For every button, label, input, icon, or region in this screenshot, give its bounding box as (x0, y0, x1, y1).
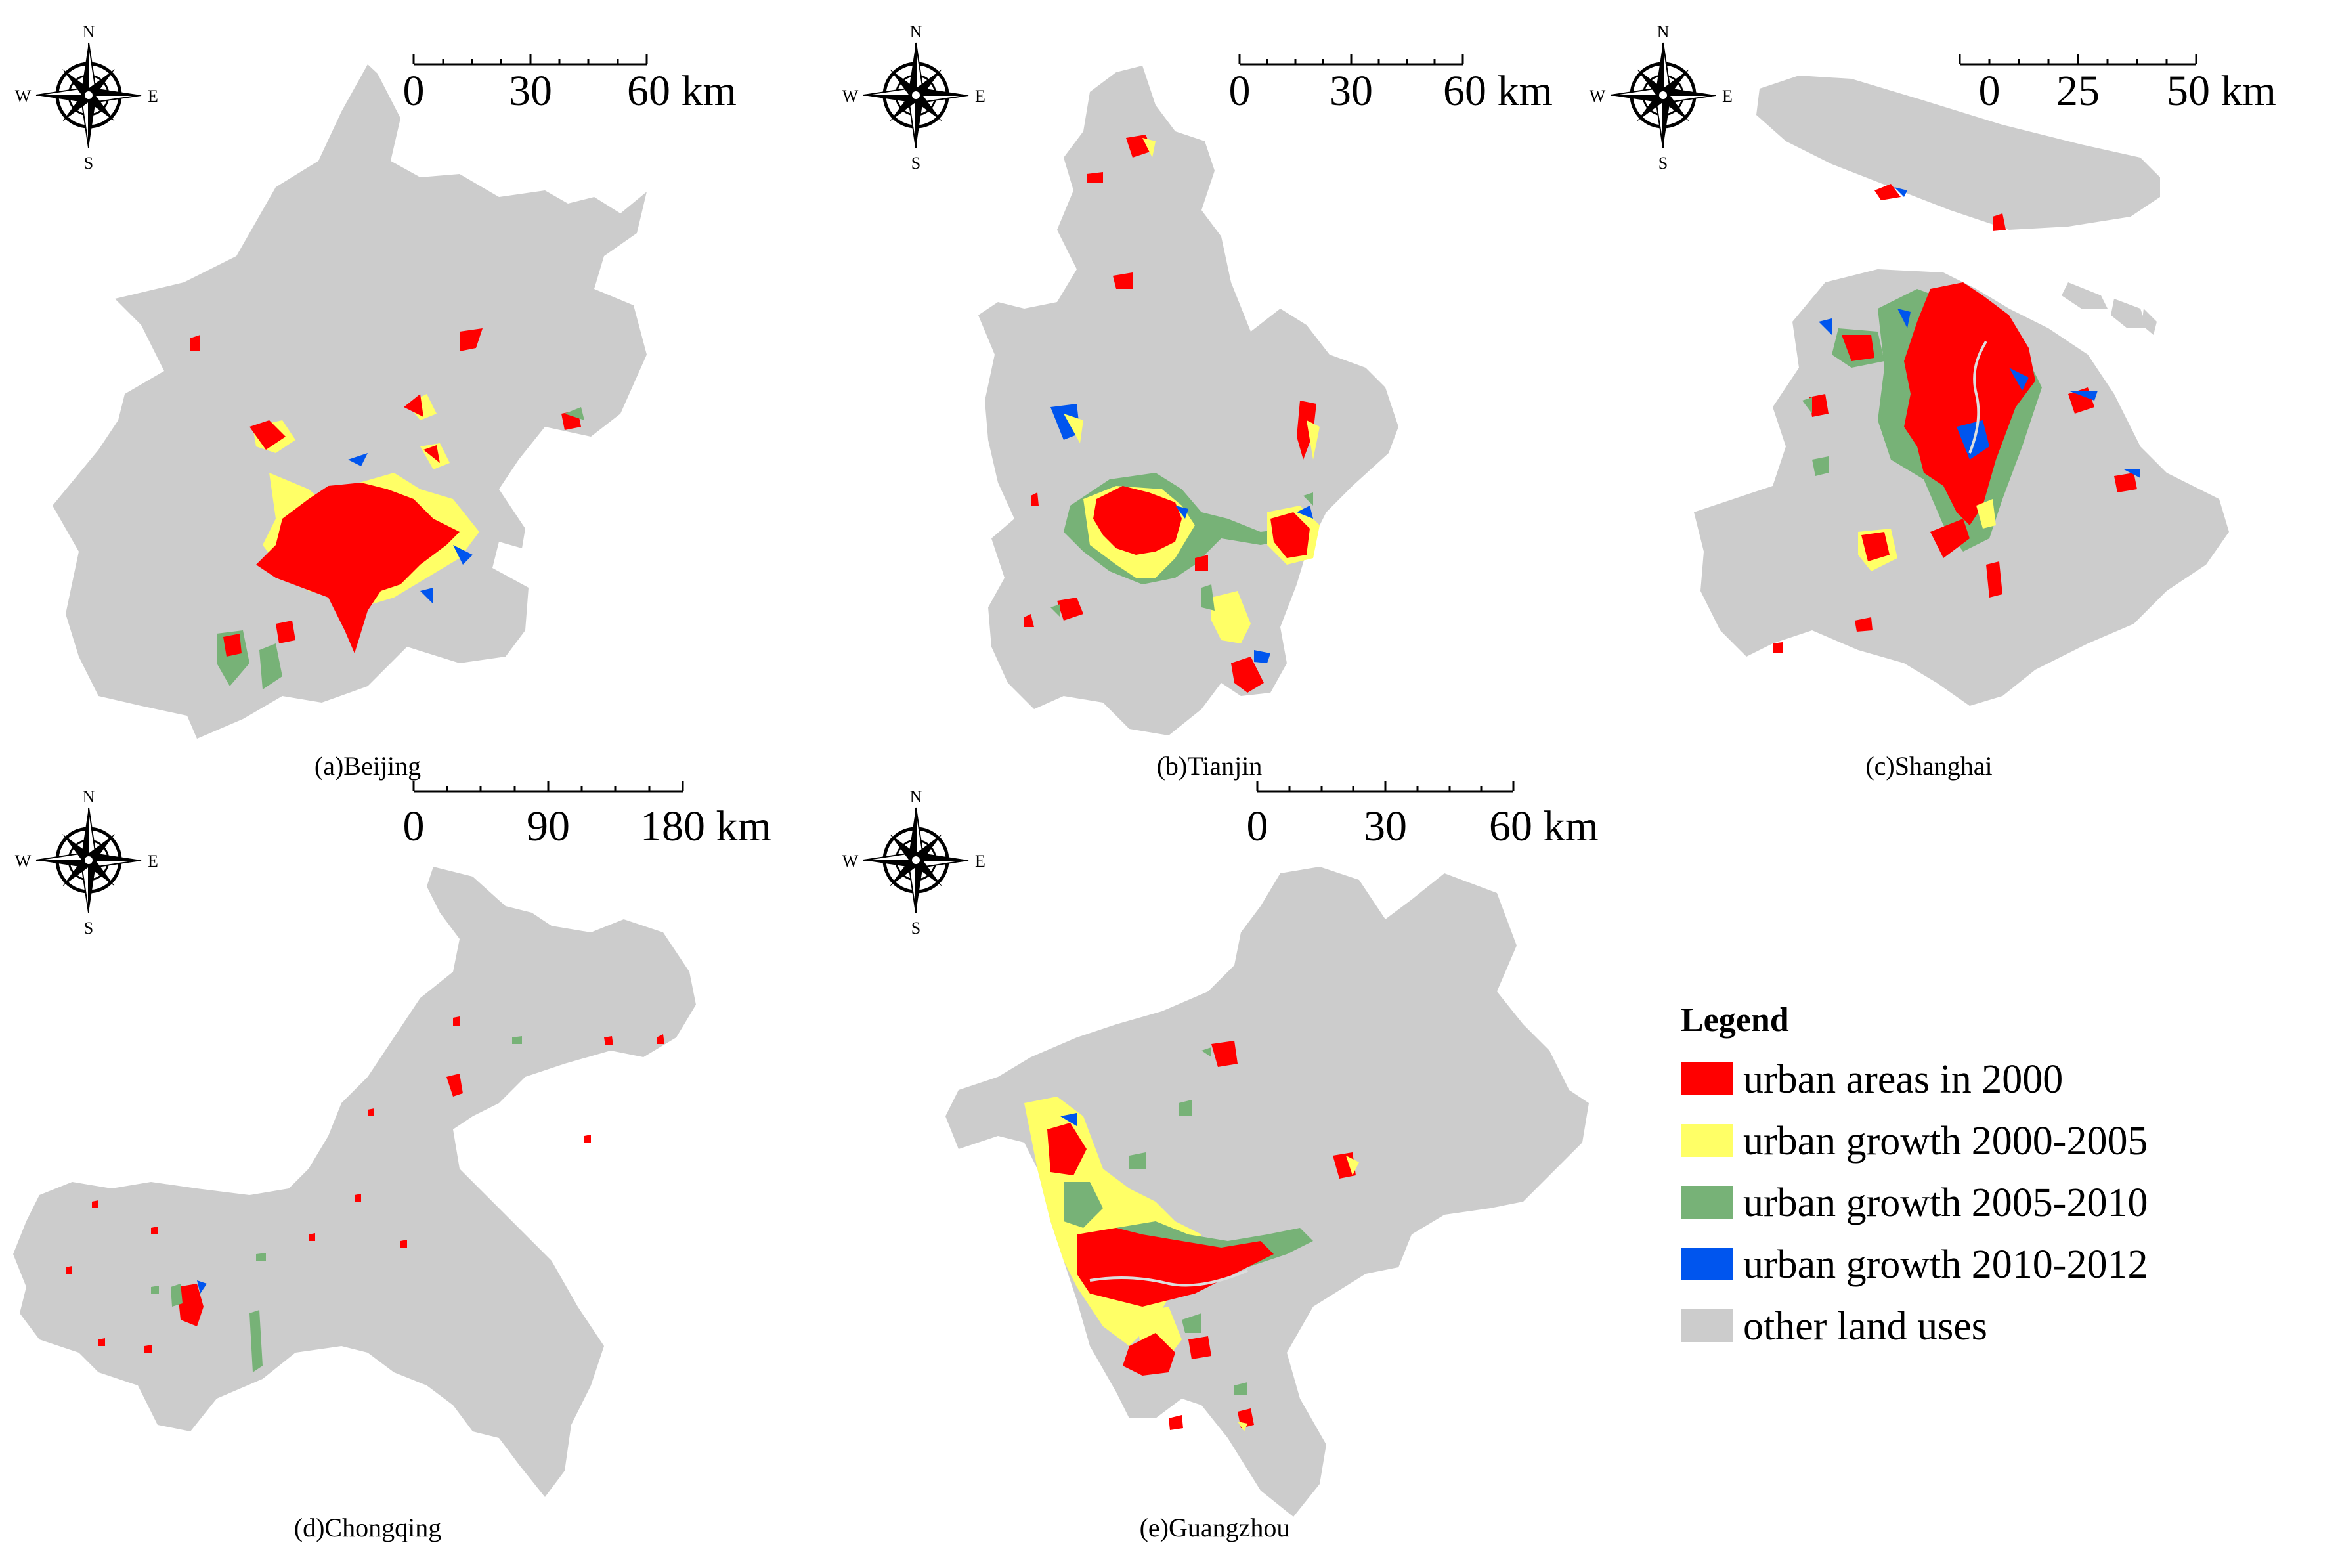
compass-e: E (148, 87, 158, 106)
compass-n: N (83, 22, 95, 41)
scale-tick-1: 90 (527, 802, 570, 850)
scale-tick-0: 0 (403, 802, 425, 850)
compass-e: E (975, 852, 985, 871)
compass-n: N (910, 22, 922, 41)
scale-tick-0: 0 (1979, 67, 2001, 115)
compass-s: S (84, 154, 93, 173)
compass-icon: N S W E (842, 22, 985, 173)
compass-e: E (1722, 87, 1733, 106)
scale-tick-2: 50 km (2167, 67, 2276, 115)
guangzhou-boundary (945, 867, 1589, 1517)
scale-bar: 0 30 60 km (1247, 781, 1599, 850)
legend-swatch-growth-2005-2010 (1681, 1186, 1733, 1219)
scale-tick-2: 60 km (1443, 67, 1553, 115)
tianjin-boundary (978, 66, 1398, 735)
legend-title: Legend (1681, 1001, 1789, 1039)
tianjin-urban (1024, 135, 1320, 693)
shanghai-islet-3 (2142, 309, 2157, 335)
shanghai-islet-2 (2111, 299, 2147, 328)
scale-tick-0: 0 (403, 67, 425, 115)
panel-label-chongqing: (d)Chongqing (294, 1513, 441, 1542)
scale-tick-1: 30 (509, 67, 552, 115)
scale-bar: 0 30 60 km (1229, 54, 1553, 115)
legend-label-growth-2005-2010: urban growth 2005-2010 (1743, 1181, 2148, 1225)
scale-bar: 0 90 180 km (403, 781, 771, 850)
compass-icon: N S W E (1590, 22, 1733, 173)
compass-s: S (1658, 154, 1668, 173)
scale-tick-2: 180 km (640, 802, 771, 850)
panel-chongqing: N S W E 0 90 180 km (13, 781, 771, 1542)
scale-tick-1: 25 (2056, 67, 2100, 115)
compass-w: W (15, 852, 32, 871)
scale-tick-1: 30 (1330, 67, 1373, 115)
compass-n: N (1657, 22, 1670, 41)
compass-n: N (910, 787, 922, 806)
panel-shanghai: N S W E 0 25 50 km (1590, 22, 2276, 781)
legend-swatch-growth-2000-2005 (1681, 1124, 1733, 1157)
panel-label-guangzhou: (e)Guangzhou (1140, 1513, 1290, 1542)
panel-label-beijing: (a)Beijing (314, 751, 421, 781)
beijing-boundary (53, 64, 647, 739)
scale-tick-2: 60 km (1489, 802, 1599, 850)
chongqing-urban (66, 1016, 664, 1372)
panel-guangzhou: N S W E 0 30 60 km (842, 781, 1599, 1542)
compass-s: S (84, 919, 93, 938)
beijing-urban (190, 328, 584, 689)
scale-tick-0: 0 (1229, 67, 1251, 115)
scale-tick-0: 0 (1247, 802, 1268, 850)
scale-tick-2: 60 km (627, 67, 737, 115)
compass-n: N (83, 787, 95, 806)
scale-bar: 0 30 60 km (403, 54, 737, 115)
map-legend: Legend urban areas in 2000 urban growth … (1681, 1001, 2148, 1349)
compass-w: W (842, 852, 859, 871)
huangpu-river (1968, 340, 1987, 454)
legend-label-growth-2010-2012: urban growth 2010-2012 (1743, 1242, 2148, 1287)
legend-swatch-growth-2010-2012 (1681, 1248, 1733, 1280)
compass-w: W (1590, 87, 1606, 106)
chongming-island (1756, 76, 2160, 230)
compass-s: S (911, 154, 920, 173)
compass-icon: N S W E (842, 787, 985, 938)
shanghai-islet-1 (2062, 282, 2108, 309)
panel-label-shanghai: (c)Shanghai (1865, 751, 1992, 781)
compass-w: W (15, 87, 32, 106)
scale-bar: 0 25 50 km (1959, 54, 2276, 115)
legend-label-other-land-uses: other land uses (1743, 1304, 1987, 1349)
panel-label-tianjin: (b)Tianjin (1157, 751, 1263, 781)
legend-swatch-urban-2000 (1681, 1062, 1733, 1095)
panel-beijing: N S W E 0 30 60 km (15, 22, 737, 781)
scale-tick-1: 30 (1364, 802, 1407, 850)
compass-s: S (911, 919, 920, 938)
chongqing-boundary (13, 867, 696, 1497)
pearl-river (1089, 1269, 1248, 1287)
compass-w: W (842, 87, 859, 106)
compass-icon: N S W E (15, 787, 158, 938)
legend-label-urban-2000: urban areas in 2000 (1743, 1057, 2063, 1102)
guangzhou-urban (1024, 1041, 1359, 1431)
compass-e: E (975, 87, 985, 106)
legend-label-growth-2000-2005: urban growth 2000-2005 (1743, 1119, 2148, 1164)
legend-swatch-other-land-uses (1681, 1309, 1733, 1342)
compass-icon: N S W E (15, 22, 158, 173)
compass-e: E (148, 852, 158, 871)
panel-tianjin: N S W E 0 30 60 km (842, 22, 1553, 781)
